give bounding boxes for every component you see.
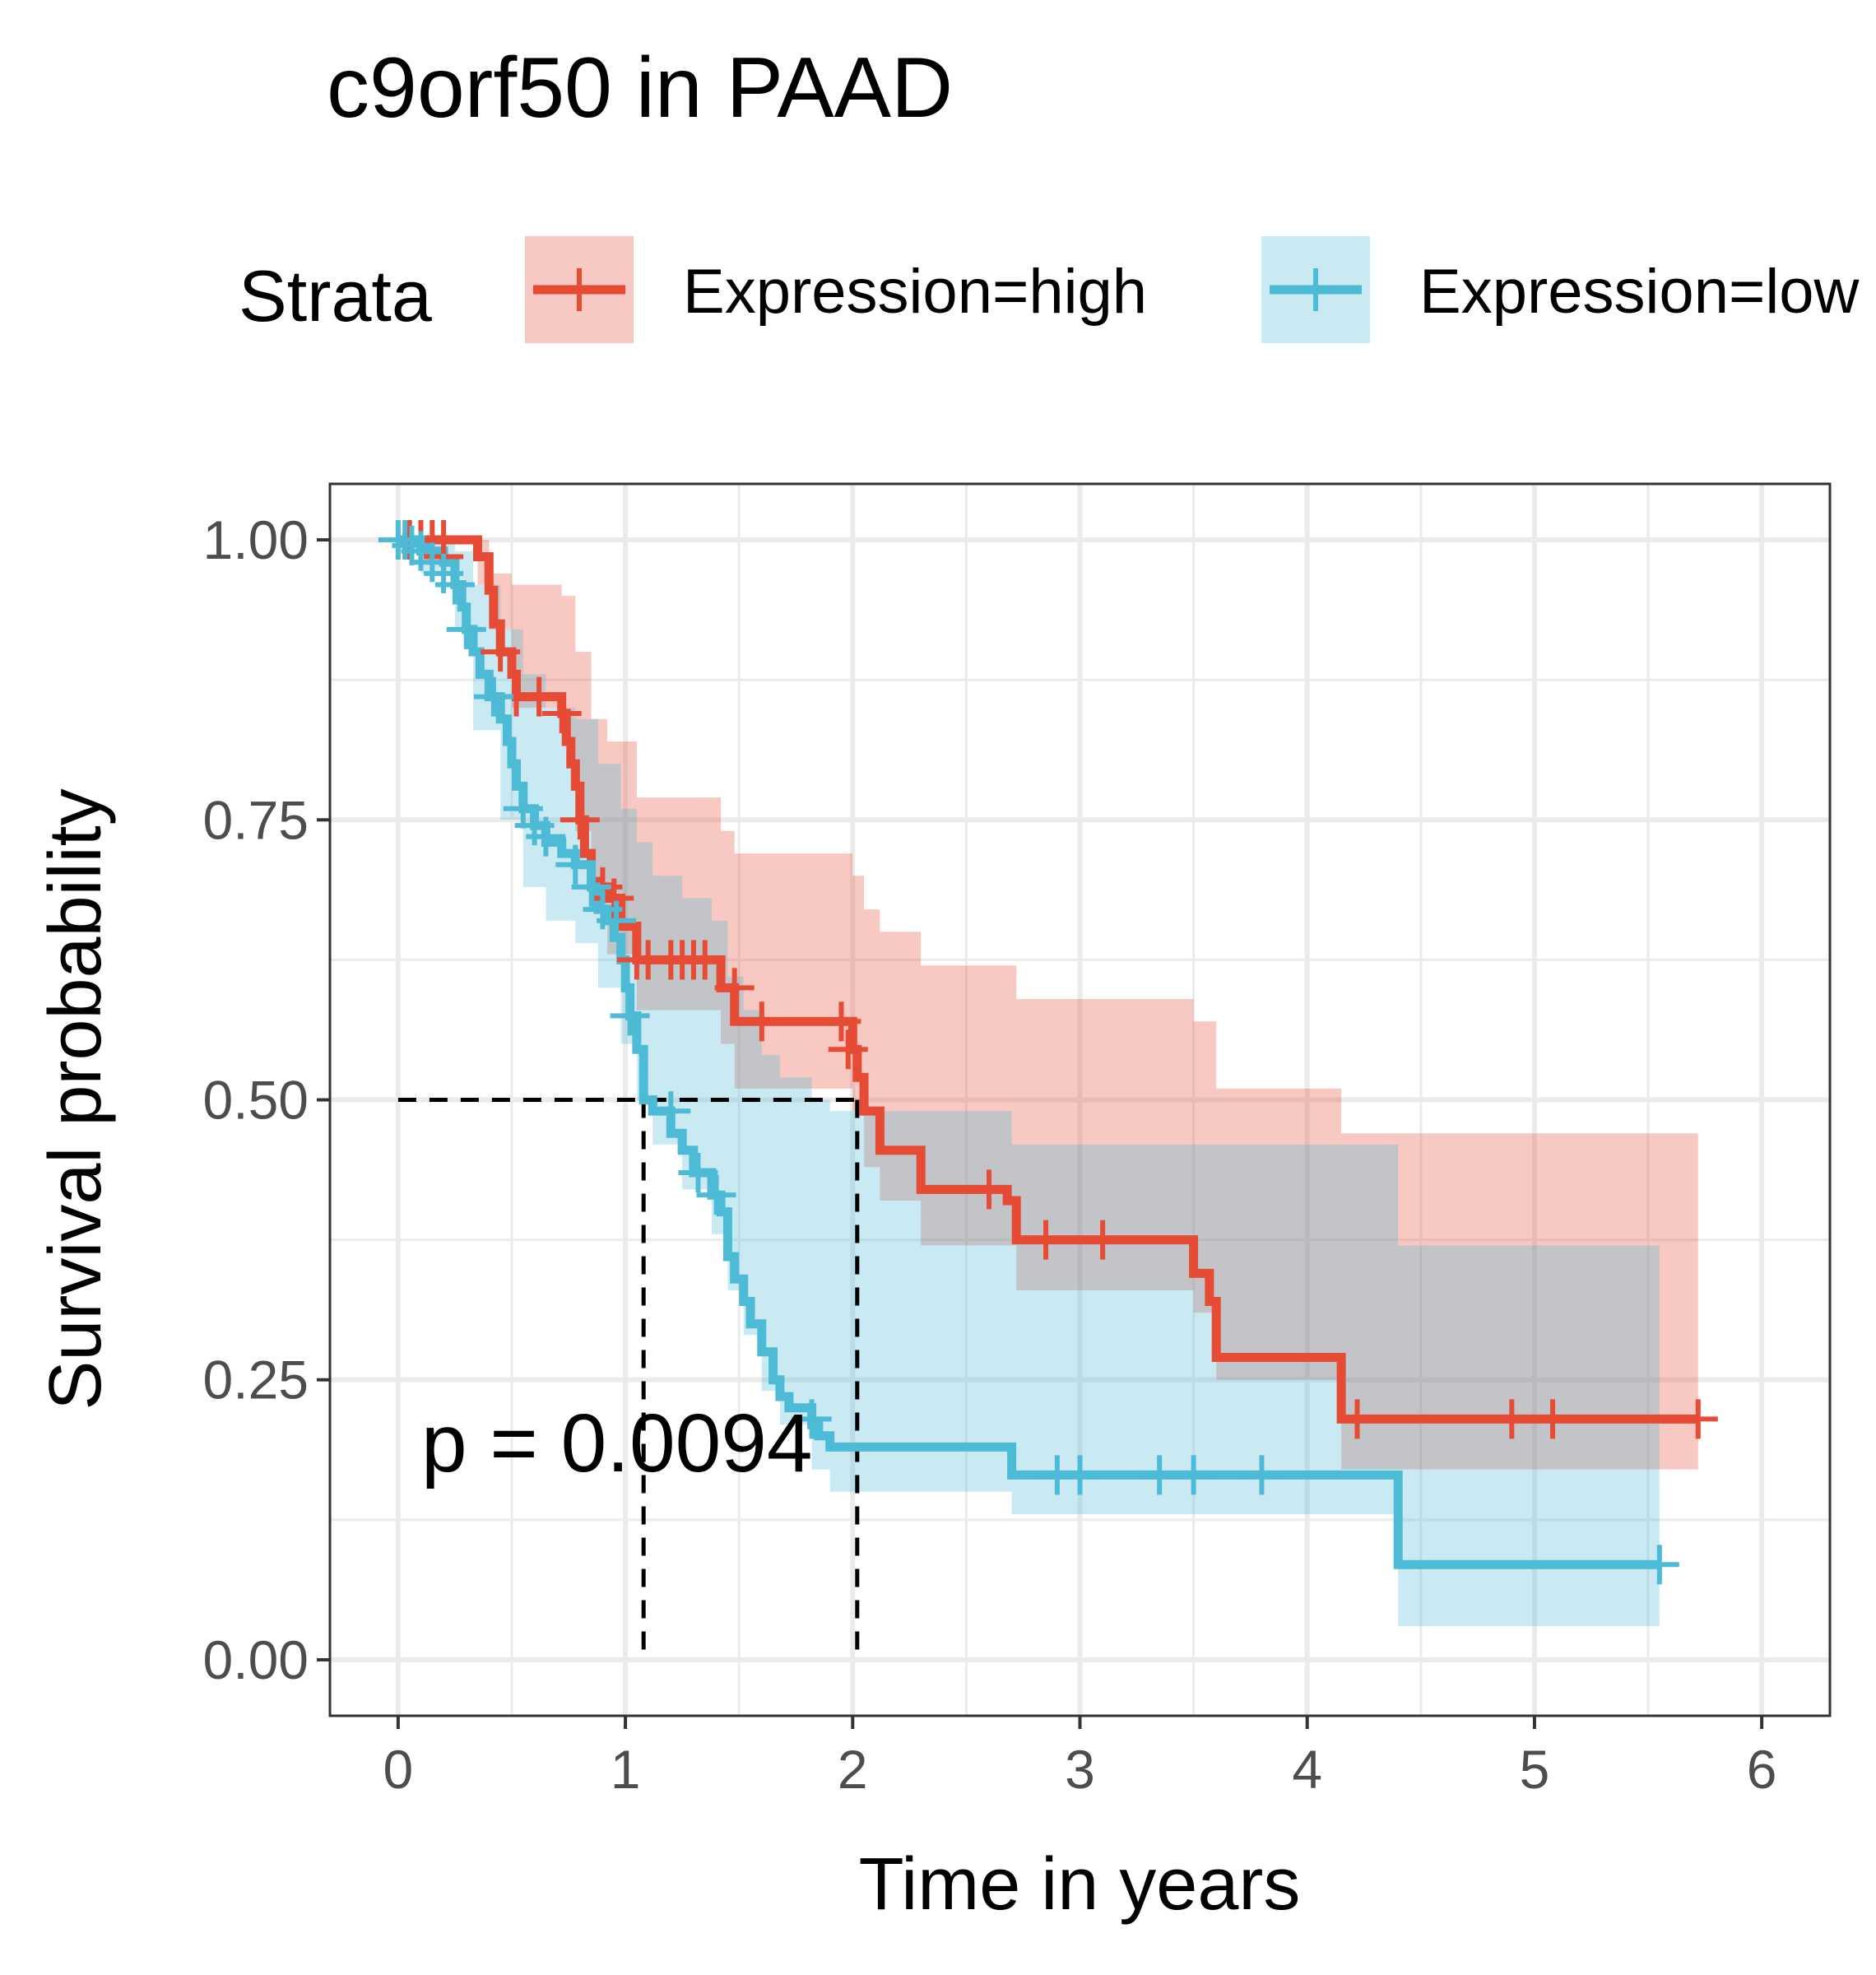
x-tick-label: 0 [383,1739,414,1800]
legend-title: Strata [239,255,432,337]
x-tick-label: 1 [611,1739,641,1800]
censor-mark-high [1678,1399,1718,1439]
censor-mark-low [1639,1545,1679,1585]
legend-label-low: Expression=low [1419,257,1860,327]
censor-mark-high [1533,1399,1573,1439]
censor-mark-low [446,609,486,649]
y-tick-label: 0.00 [203,1629,309,1690]
x-axis-title: Time in years [859,1843,1301,1926]
censor-mark-high [714,968,755,1008]
censor-mark-low [1060,1455,1100,1495]
x-tick-label: 4 [1292,1739,1322,1800]
axes: 0 1 2 3 4 5 6 0.00 0.25 0.50 0.75 1.00 [203,509,1777,1800]
censor-mark-low [1242,1455,1282,1495]
censor-marks [378,520,1718,1585]
x-tick-label: 3 [1065,1739,1095,1800]
censor-mark-high [969,1169,1010,1210]
y-tick-label: 0.75 [203,789,309,850]
censor-mark-high [1026,1220,1066,1260]
survival-curve-low [397,535,1660,1569]
chart-title: c9orf50 in PAAD [327,40,953,136]
x-tick-label: 2 [838,1739,868,1800]
censor-mark-low [651,1091,691,1132]
censor-mark-high [741,1001,782,1042]
censor-mark-low [473,676,513,717]
censor-mark-low [434,565,475,605]
censor-mark-high [560,800,600,840]
y-tick-label: 0.25 [203,1350,309,1410]
censor-mark-low [610,996,650,1036]
x-tick-label: 5 [1520,1739,1550,1800]
ci-band-high [397,540,1698,1548]
censor-mark-high [828,1029,868,1070]
p-value-annotation: p = 0.0094 [421,1397,812,1489]
censor-mark-low [392,525,432,565]
censor-mark-high [541,693,582,733]
censor-mark-high [519,676,560,717]
median-lines [397,1098,860,1660]
censor-mark-high [481,632,521,672]
censor-mark-high [821,1001,861,1042]
censor-mark-low [696,1175,736,1215]
y-tick-label: 1.00 [203,509,309,570]
legend-label-high: Expression=high [683,257,1147,327]
censor-mark-high [1083,1220,1123,1260]
censor-mark-low [678,1152,718,1192]
y-tick-label: 0.50 [203,1070,309,1131]
censor-mark-high [685,940,725,980]
censor-mark-low [571,867,611,907]
censor-mark-low [526,816,566,857]
censor-mark-high [1492,1399,1532,1439]
y-axis-title: Survival probability [35,788,117,1410]
censor-mark-low [597,900,637,941]
censor-mark-low [1173,1455,1214,1495]
censor-mark-low [1140,1455,1180,1495]
censor-mark-low [792,1399,832,1439]
x-tick-label: 6 [1747,1739,1777,1800]
censor-mark-high [1337,1399,1377,1439]
censor-mark-low [555,844,596,885]
legend: Strata Expression=high Expression=low [239,236,1860,343]
